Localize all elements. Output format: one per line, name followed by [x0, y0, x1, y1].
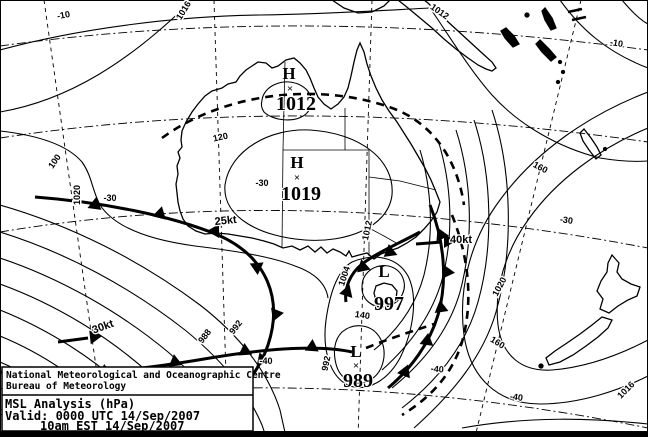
coastline-new-guinea-west — [331, 0, 391, 14]
isobar — [373, 149, 431, 351]
isobar — [461, 418, 648, 429]
parallel-30s — [0, 210, 648, 249]
isobar — [621, 0, 648, 25]
island — [500, 27, 520, 48]
border-line — [368, 227, 399, 245]
high-symbol: H — [290, 153, 303, 172]
center-mark: × — [353, 360, 359, 372]
trough-line — [401, 214, 470, 417]
pressure-value: 1012 — [276, 93, 316, 115]
pressure-value: 997 — [374, 293, 404, 315]
longitude-label: 140 — [354, 309, 370, 321]
island — [557, 59, 563, 65]
border-line — [368, 176, 437, 191]
pressure-systems: H × 1012 H × 1019 L 997 L × 989 — [275, 64, 405, 393]
island — [535, 39, 557, 62]
product-title: MSL Analysis (hPa) — [5, 397, 135, 411]
isobar — [224, 129, 393, 241]
isobar — [496, 127, 648, 371]
isobar — [401, 119, 490, 409]
isobar — [391, 129, 470, 389]
coastline-nz-south — [545, 316, 613, 366]
latitude-label: -30 — [559, 214, 573, 226]
isobar — [0, 7, 431, 51]
isobar — [559, 0, 648, 69]
high-symbol: H — [282, 64, 295, 83]
isobar — [260, 81, 313, 121]
wind-speed-label: 40kt — [450, 234, 472, 246]
isobar — [461, 91, 648, 405]
latitude-label: -30 — [255, 178, 268, 188]
parallel-20s — [0, 115, 648, 143]
island — [541, 6, 557, 31]
bottom-bar — [0, 431, 648, 437]
org-name-line1: National Meteorological and Oceanographi… — [6, 370, 281, 381]
island — [560, 69, 566, 75]
island — [538, 363, 544, 369]
isobar-labels: 1016 1012 1020 988 992 992 1004 1012 102… — [71, 0, 638, 402]
island — [567, 7, 583, 14]
wind-arrows — [57, 234, 456, 345]
island — [602, 146, 608, 152]
org-name-line2: Bureau of Meteorology — [6, 381, 126, 392]
island — [555, 79, 561, 85]
meridian-120e — [213, 0, 229, 437]
coastline-tasmania — [373, 282, 398, 308]
low-symbol: L — [350, 342, 361, 361]
latitude-label: -10 — [56, 9, 71, 21]
coastline-new-guinea — [397, 0, 497, 72]
wind-arrow — [415, 240, 443, 246]
latitude-label: -40 — [259, 356, 272, 366]
low-symbol: L — [378, 262, 389, 281]
trough-lines — [161, 92, 470, 417]
coastlines — [175, 0, 641, 369]
isobar — [333, 325, 385, 384]
isobar — [0, 5, 187, 113]
meridian-100e — [43, 0, 107, 437]
state-borders — [281, 61, 437, 256]
isobar — [413, 109, 509, 429]
island — [571, 15, 587, 22]
isobar — [0, 130, 329, 299]
isobar-label: 1020 — [72, 185, 82, 205]
local-time: 10am EST 14/Sep/2007 — [40, 419, 185, 433]
isobar-label: 992 — [320, 355, 333, 372]
coastline-nz-north — [596, 253, 641, 314]
center-mark: × — [287, 83, 293, 95]
center-mark: × — [294, 172, 300, 184]
wind-speed-label: 25kt — [214, 214, 237, 228]
pressure-value: 989 — [343, 370, 373, 392]
info-box: National Meteorological and Oceanographi… — [1, 366, 281, 433]
wind-arrow — [57, 336, 89, 344]
latitude-label: -40 — [430, 363, 444, 374]
parallel-10s — [0, 25, 648, 51]
latitude-label: -10 — [609, 37, 624, 49]
valid-time: Valid: 0000 UTC 14/Sep/2007 — [5, 409, 200, 423]
latitude-label: -40 — [509, 391, 523, 403]
island — [524, 12, 530, 18]
coastline-new-caledonia — [579, 128, 602, 160]
isobar — [0, 204, 287, 437]
trough-line — [161, 92, 466, 206]
longitude-label: 120 — [212, 131, 229, 144]
trough-line — [365, 322, 435, 350]
isobar — [324, 256, 415, 388]
pressure-value: 1019 — [281, 183, 321, 205]
latitude-label: -30 — [103, 193, 116, 203]
